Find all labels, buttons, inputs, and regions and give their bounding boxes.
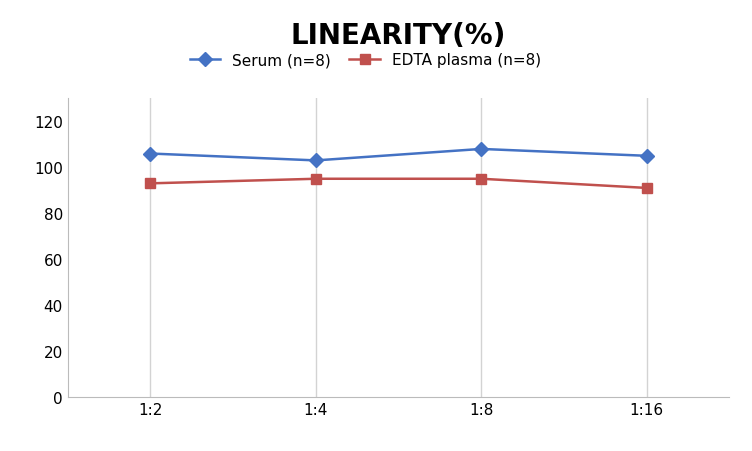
- Serum (n=8): [146, 152, 155, 157]
- Title: LINEARITY(%): LINEARITY(%): [291, 22, 506, 50]
- Serum (n=8): [477, 147, 486, 152]
- EDTA plasma (n=8): [311, 177, 320, 182]
- Line: EDTA plasma (n=8): EDTA plasma (n=8): [146, 175, 651, 193]
- EDTA plasma (n=8): [146, 181, 155, 187]
- EDTA plasma (n=8): [477, 177, 486, 182]
- EDTA plasma (n=8): [642, 186, 651, 191]
- Line: Serum (n=8): Serum (n=8): [146, 145, 651, 166]
- Legend: Serum (n=8), EDTA plasma (n=8): Serum (n=8), EDTA plasma (n=8): [190, 53, 541, 68]
- Serum (n=8): [311, 158, 320, 164]
- Serum (n=8): [642, 154, 651, 159]
